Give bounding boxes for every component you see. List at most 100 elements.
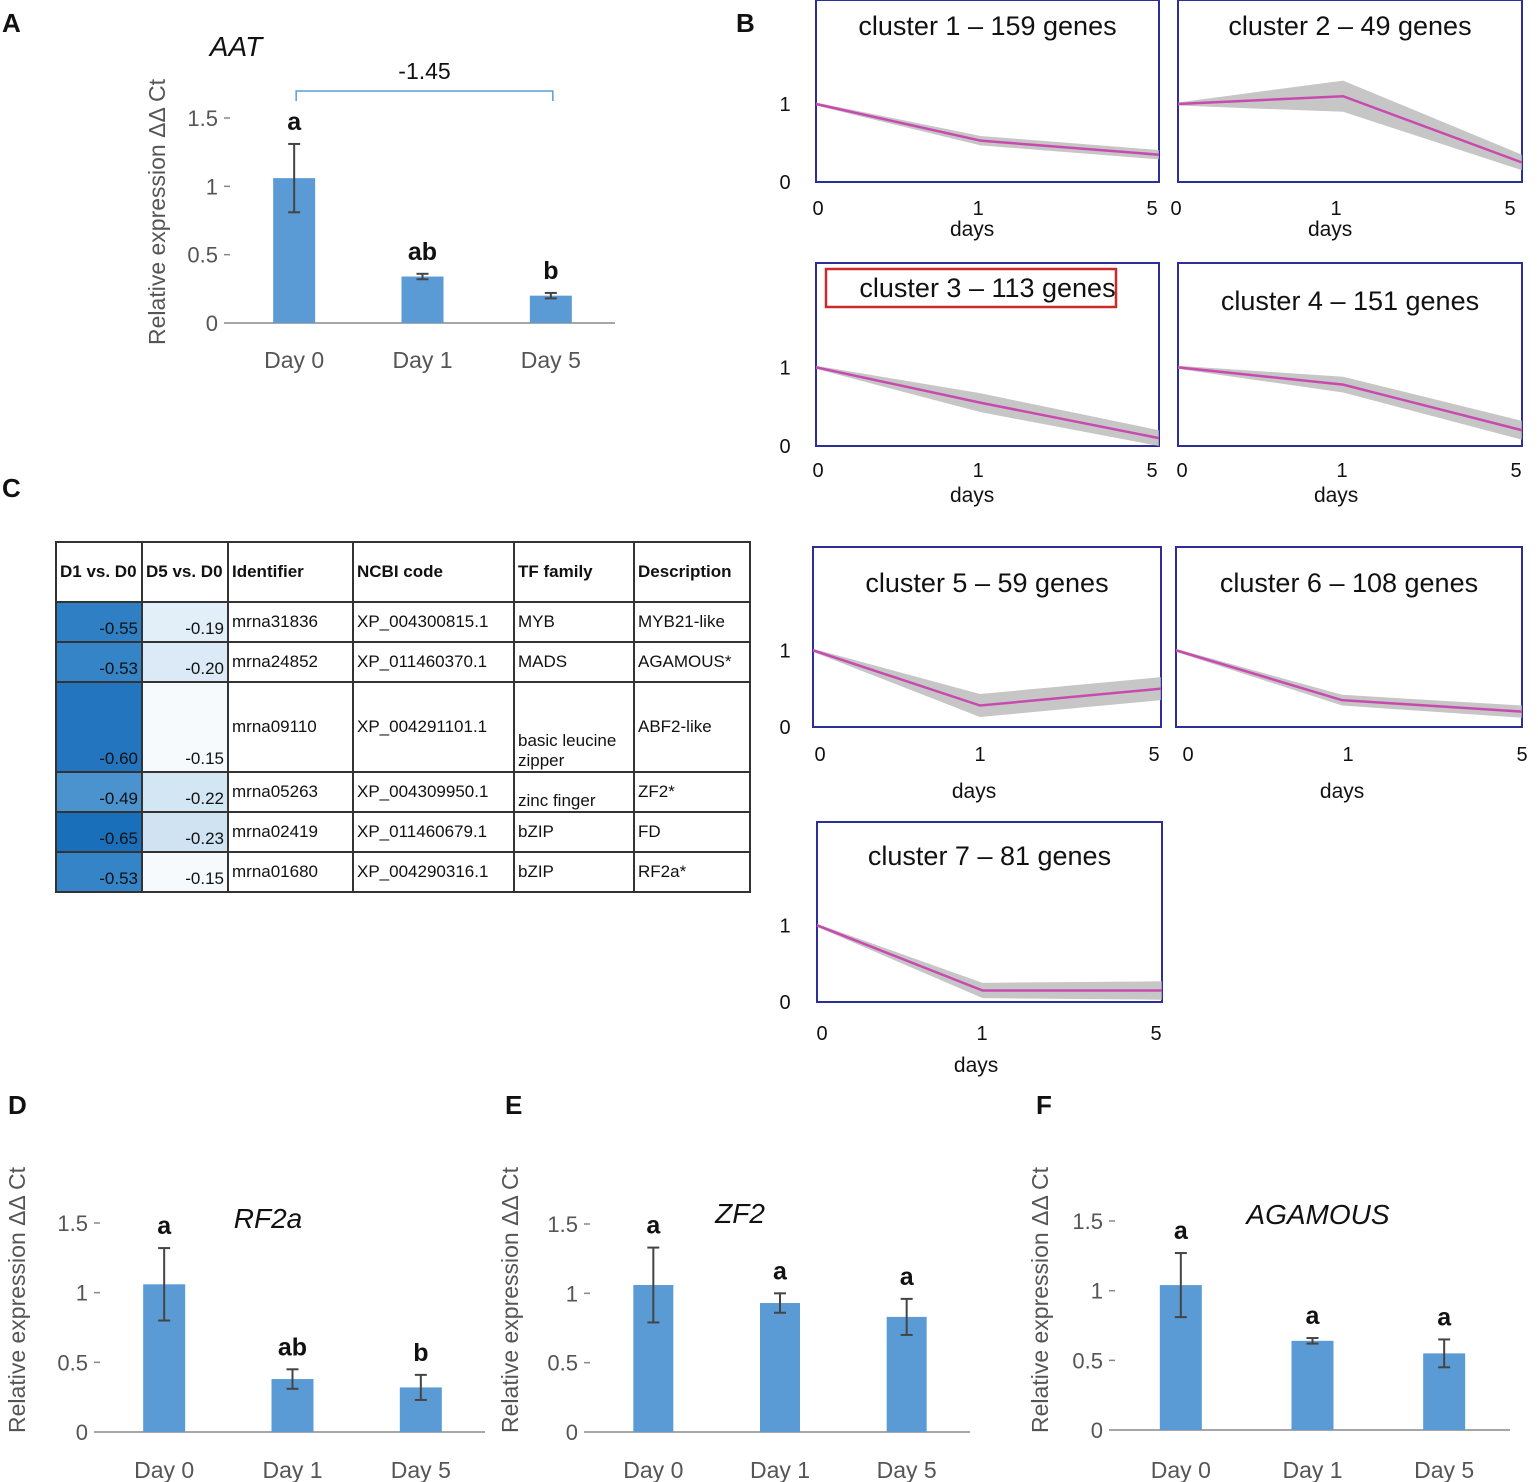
col-header-d1: D1 vs. D0 [55,541,143,603]
category-label: Day 1 [262,1457,322,1482]
bar-chart-aat: 0 0.5 1 1.5 Relative expression ΔΔ Ct AAT a Day… [144,31,615,373]
tf-table-panel: D1 vs. D0 D5 vs. D0 Identifier NCBI code… [55,541,751,893]
significance-letter: a [773,1257,788,1285]
y-tick-label: 1.5 [547,1212,578,1237]
cell-identifier: mrna24852 [227,641,354,683]
cluster-x-tick: 1 [973,460,984,482]
cell-tf-family: bZIP [513,811,635,853]
cluster-frame [1175,546,1523,728]
cell-d5: -0.19 [141,601,229,643]
significance-letter: ab [278,1333,307,1361]
y-tick-label: 0.5 [547,1351,578,1376]
cell-identifier: mrna31836 [227,601,354,643]
cluster-frame [815,0,1160,183]
cluster-frame [812,546,1162,728]
cluster-title: cluster 3 – 113 genes [859,273,1115,303]
bar-day-5 [529,295,572,323]
cluster-mean-line [815,102,1160,156]
panel-letter-c: C [2,473,21,503]
cell-d5: -0.15 [141,681,229,773]
y-tick-label: 1 [566,1281,578,1306]
cell-identifier: mrna02419 [227,811,354,853]
col-header-identifier: Identifier [227,541,354,603]
bar-chart-rf2a: 0 0.5 1 1.5 Relative expression ΔΔ Ct RF2a a Da… [4,1166,485,1482]
significance-letter: a [1437,1303,1452,1331]
category-label: Day 0 [623,1457,683,1482]
bar-day-1 [1291,1340,1334,1430]
table-row: -0.53 -0.20 mrna24852 XP_011460370.1 MAD… [55,641,751,683]
cell-tf-family: MYB [513,601,635,643]
table-row: -0.55 -0.19 mrna31836 XP_004300815.1 MYB… [55,601,751,643]
y-tick-label: 1 [76,1281,88,1306]
cluster-chart: cluster 1 – 159 genes 0 1 0 1 5 days [779,0,1160,241]
panel-letter-d: D [8,1090,27,1120]
cluster-mean-line [1175,649,1523,713]
significance-letter: b [413,1339,428,1367]
y-tick-label: 0 [206,311,218,336]
cluster-gene-profiles [813,648,1161,718]
cluster-title: cluster 5 – 59 genes [865,568,1108,598]
panel-letter-a: A [2,8,21,38]
cell-description: MYB21-like [633,601,751,643]
category-label: Day 5 [877,1457,937,1482]
cluster-gene-profiles [817,923,1162,1000]
table-row: -0.49 -0.22 mrna05263 XP_004309950.1 zin… [55,771,751,813]
cluster-x-tick: 5 [1510,460,1521,482]
cell-d1: -0.53 [55,641,143,683]
cluster-x-tick: 5 [1146,460,1157,482]
panel-letter-b: B [736,8,755,38]
cell-d1: -0.53 [55,851,143,893]
significance-letter: ab [408,238,437,266]
category-label: Day 5 [391,1457,451,1482]
cluster-x-tick: 0 [816,1023,827,1045]
cluster-gene-profiles [1178,365,1522,440]
cell-description: ZF2* [633,771,751,813]
cluster-chart: cluster 6 – 108 genes 0 1 5 days [1175,546,1528,803]
cluster-highlight-box [824,267,1118,309]
y-axis-label: Relative expression ΔΔ Ct [4,1166,30,1433]
cluster-y-tick: 0 [779,717,790,739]
table-row: -0.65 -0.23 mrna02419 XP_011460679.1 bZI… [55,811,751,853]
cluster-gene-profiles [816,102,1159,160]
chart-title: AAT [208,31,264,62]
significance-letter: a [900,1263,915,1291]
cluster-title: cluster 6 – 108 genes [1220,568,1478,598]
cluster-title: cluster 7 – 81 genes [868,841,1111,871]
cluster-chart: cluster 2 – 49 genes 0 1 5 days [1170,0,1523,241]
y-tick-label: 0 [76,1420,88,1445]
cluster-y-tick: 1 [779,357,790,379]
cell-description: AGAMOUS* [633,641,751,683]
comparison-bracket [295,90,554,101]
cluster-title: cluster 1 – 159 genes [858,11,1116,41]
panel-letter-e: E [505,1090,522,1120]
cell-ncbi: XP_004300815.1 [352,601,515,643]
y-tick-label: 0.5 [187,243,218,268]
cell-identifier: mrna01680 [227,851,354,893]
category-label: Day 0 [264,347,324,373]
table-row: -0.53 -0.15 mrna01680 XP_004290316.1 bZI… [55,851,751,893]
cell-identifier: mrna09110 [227,681,354,773]
cell-tf-family: zinc finger [513,771,635,813]
category-label: Day 1 [392,347,452,373]
category-label: Day 0 [134,1457,194,1482]
cell-ncbi: XP_004309950.1 [352,771,515,813]
cluster-x-label: days [952,780,996,803]
significance-letter: b [543,257,558,285]
chart-title: ZF2 [714,1198,765,1229]
cluster-x-tick: 1 [973,198,984,220]
bar-day-5 [886,1316,927,1432]
cluster-x-label: days [954,1054,998,1077]
category-label: Day 5 [521,347,581,373]
cluster-frame [1177,262,1523,447]
cell-d5: -0.20 [141,641,229,683]
table-row: -0.60 -0.15 mrna09110 XP_004291101.1 bas… [55,681,751,773]
cell-ncbi: XP_011460679.1 [352,811,515,853]
y-tick-label: 0.5 [1072,1348,1103,1373]
bar-chart-zf2: 0 0.5 1 1.5 Relative expression ΔΔ Ct ZF2 a Day… [497,1166,970,1482]
col-header-d5: D5 vs. D0 [141,541,229,603]
cluster-gene-profiles [1176,648,1522,718]
cluster-x-tick: 0 [1170,198,1181,220]
cluster-title: cluster 2 – 49 genes [1228,11,1471,41]
cell-tf-family: MADS [513,641,635,683]
cluster-x-tick: 5 [1150,1023,1161,1045]
